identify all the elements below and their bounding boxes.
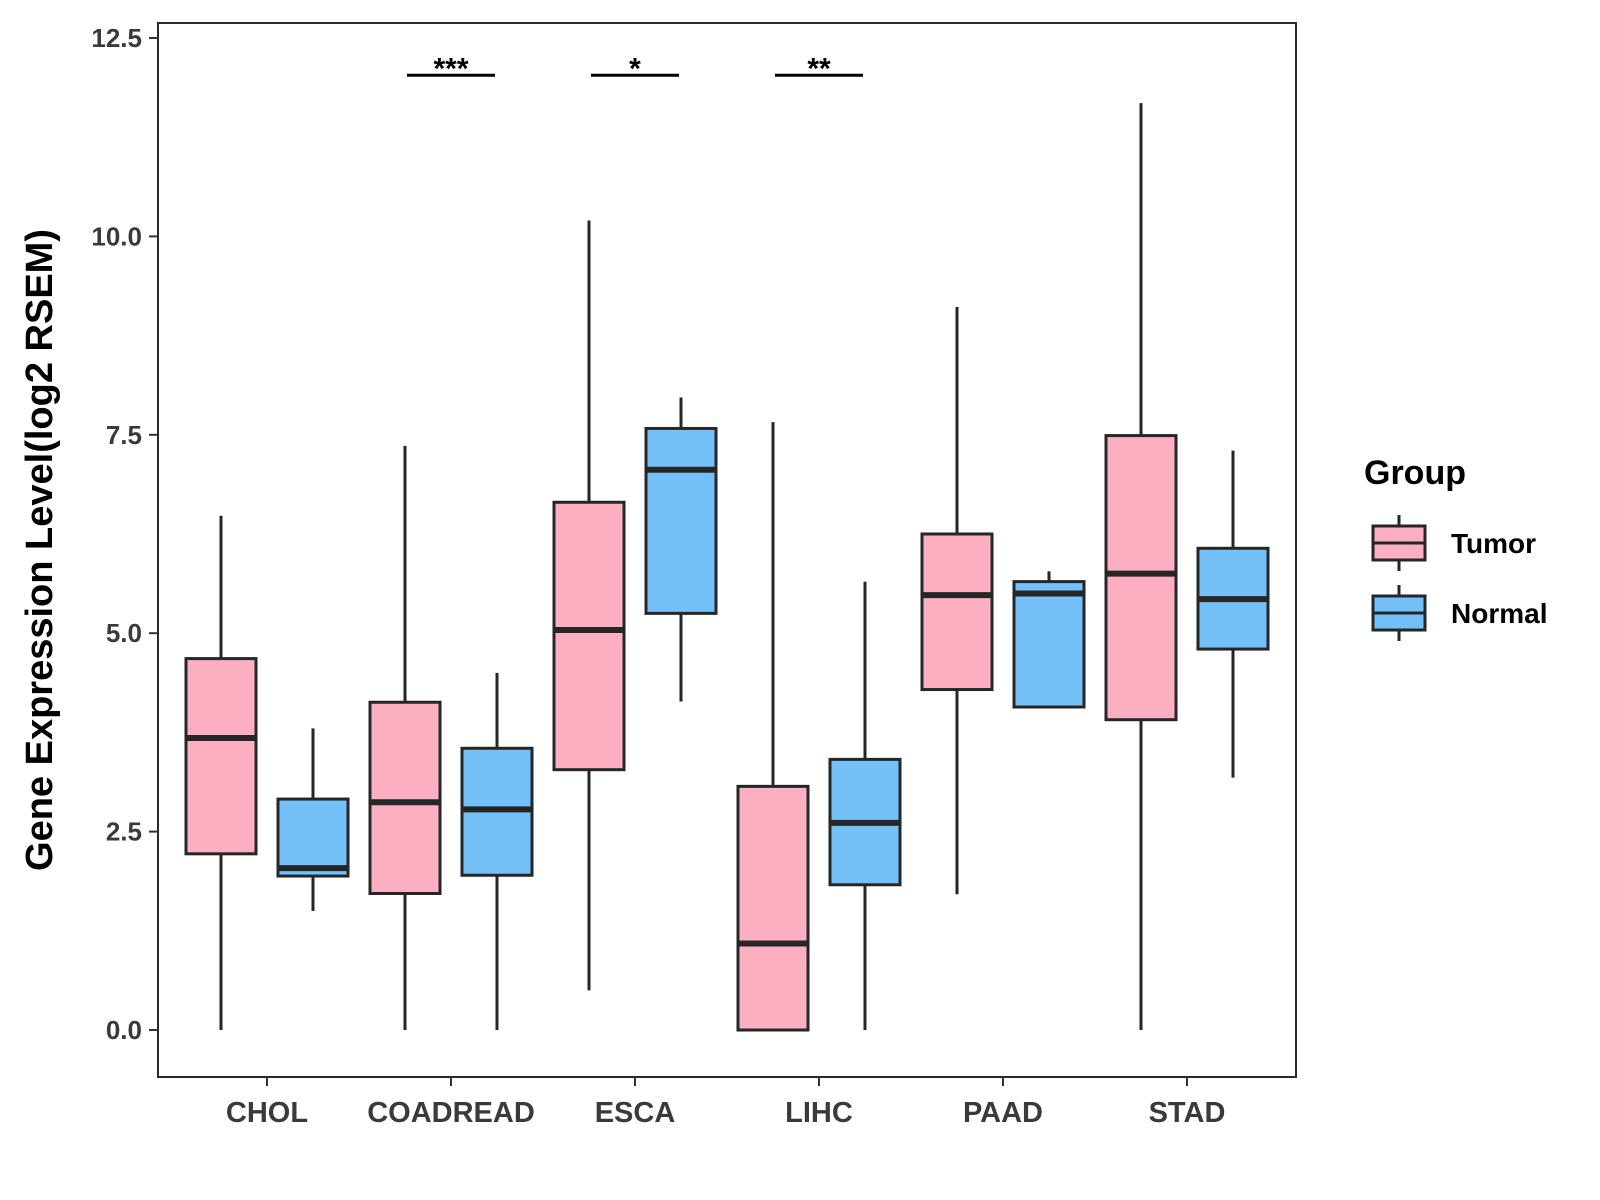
- x-category-label: LIHC: [785, 1097, 853, 1129]
- box-tumor-chol: [184, 515, 258, 1030]
- significance-label: ***: [433, 52, 468, 85]
- box-iqr: [184, 657, 258, 856]
- x-category-label: COADREAD: [367, 1097, 535, 1129]
- legend-title: Group: [1364, 454, 1466, 492]
- box-iqr: [920, 532, 994, 692]
- box-tumor-esca: [552, 220, 626, 991]
- y-tick-label: 5.0: [106, 618, 142, 648]
- y-tick-label: 0.0: [106, 1015, 142, 1045]
- box-iqr: [1012, 580, 1086, 709]
- box-iqr: [644, 426, 718, 615]
- x-category-label: PAAD: [963, 1097, 1043, 1129]
- plot-panel-border: [157, 22, 1297, 1078]
- box-normal-coadread: [460, 672, 534, 1030]
- box-iqr: [736, 784, 810, 1032]
- y-tick-label: 12.5: [91, 23, 142, 53]
- y-axis: 0.0 2.5 5.0 7.5 10.0 12.5: [91, 23, 158, 1045]
- x-category-label: CHOL: [226, 1097, 308, 1129]
- box-iqr: [276, 797, 350, 878]
- y-tick-label: 10.0: [91, 221, 142, 251]
- box-normal-lihc: [828, 581, 902, 1030]
- box-iqr: [552, 500, 626, 772]
- box-tumor-stad: [1104, 103, 1178, 1030]
- plot-content: [184, 103, 1270, 1032]
- x-category-label: STAD: [1149, 1097, 1226, 1129]
- significance-label: *: [629, 52, 641, 85]
- x-category-label: ESCA: [595, 1097, 676, 1129]
- box-tumor-coadread: [368, 445, 442, 1030]
- box-tumor-lihc: [736, 422, 810, 1032]
- box-tumor-paad: [920, 307, 994, 895]
- significance-annotations: *** * **: [407, 52, 863, 85]
- box-normal-paad: [1012, 571, 1086, 709]
- y-tick-label: 2.5: [106, 817, 142, 847]
- box-iqr: [1104, 434, 1178, 722]
- box-normal-chol: [276, 728, 350, 911]
- box-iqr: [368, 700, 442, 896]
- legend: Group Tumor Normal: [1364, 454, 1547, 641]
- box-normal-stad: [1196, 450, 1270, 778]
- x-axis: CHOL COADREAD ESCA LIHC PAAD STAD: [226, 1077, 1225, 1129]
- box-normal-esca: [644, 397, 718, 702]
- y-axis-title: Gene Expression Level(log2 RSEM): [19, 229, 61, 871]
- legend-label-normal: Normal: [1451, 598, 1547, 629]
- legend-label-tumor: Tumor: [1451, 528, 1536, 559]
- y-tick-label: 7.5: [106, 420, 142, 450]
- significance-label: **: [807, 52, 831, 85]
